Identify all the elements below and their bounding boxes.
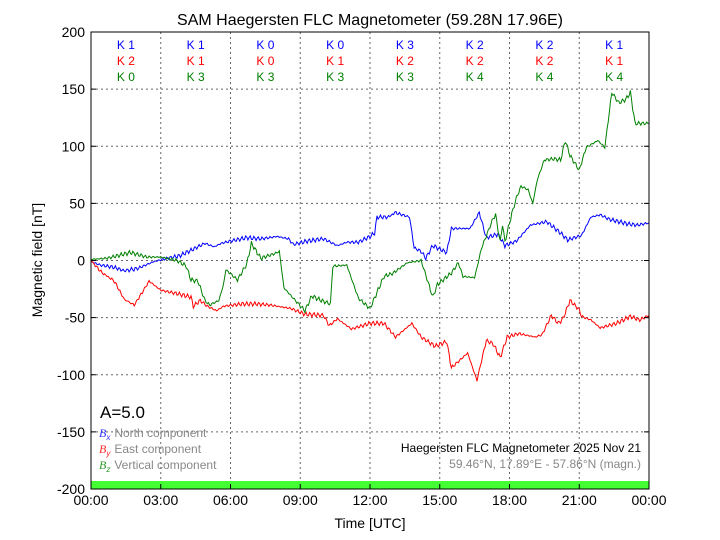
k-index-north: K 1 [605, 38, 623, 52]
y-tick-label: 200 [62, 24, 86, 40]
x-tick-label: 15:00 [422, 492, 457, 508]
y-axis-label: Magnetic field [nT] [29, 203, 45, 317]
legend-label: East component [114, 442, 201, 456]
k-index-north: K 1 [187, 38, 205, 52]
coords-caption: 59.46°N, 17.89°E - 57.86°N (magn.) [449, 457, 641, 471]
y-tick-label: -100 [57, 367, 85, 383]
x-tick-label: 03:00 [143, 492, 178, 508]
y-tick-label: 50 [69, 195, 85, 211]
legend-symbol: B [99, 442, 107, 456]
k-index-north: K 0 [326, 38, 344, 52]
series-line-vertical [90, 90, 650, 314]
k-index-vertical: K 4 [605, 70, 623, 84]
k-index-north: K 1 [117, 38, 135, 52]
station-caption: Haegersten FLC Magnetometer 2025 Nov 21 [401, 441, 641, 455]
activity-index: A=5.0 [100, 403, 145, 422]
legend-label: Vertical component [114, 458, 217, 472]
k-index-vertical: K 4 [466, 70, 484, 84]
x-tick-label: 00:00 [631, 492, 666, 508]
x-tick-label: 09:00 [283, 492, 318, 508]
chart-title: SAM Haegersten FLC Magnetometer (59.28N … [177, 12, 563, 29]
x-tick-label: 12:00 [352, 492, 387, 508]
legend-entry: Bx North component [99, 426, 207, 442]
k-index-north: K 0 [256, 38, 274, 52]
k-index-east: K 2 [466, 54, 484, 68]
k-index-east: K 2 [396, 54, 414, 68]
k-index-vertical: K 4 [535, 70, 553, 84]
series-line-east [90, 260, 650, 382]
k-index-vertical: K 3 [326, 70, 344, 84]
k-index-north: K 2 [535, 38, 553, 52]
k-index-east: K 0 [256, 54, 274, 68]
legend-entry: By East component [99, 442, 202, 458]
y-tick-label: 100 [62, 138, 86, 154]
k-index-east: K 1 [187, 54, 205, 68]
k-index-east: K 1 [605, 54, 623, 68]
k-index-vertical: K 3 [256, 70, 274, 84]
series-line-north [90, 210, 650, 273]
x-tick-label: 21:00 [562, 492, 597, 508]
y-tick-label: -200 [57, 481, 85, 497]
k-index-vertical: K 3 [187, 70, 205, 84]
x-tick-label: 06:00 [213, 492, 248, 508]
y-tick-label: -50 [65, 310, 85, 326]
x-tick-label: 18:00 [492, 492, 527, 508]
series-lines [90, 90, 650, 382]
k-indices: K 1 K 1 K 0 K 0 K 3 K 2 K 2 K 1 K 2 K 1 K 0 K 1 K 2 K… [117, 38, 624, 84]
k-index-vertical: K 3 [396, 70, 414, 84]
x-axis: 00:00 03:00 06:00 09:00 12:00 15:00 18:00 21:00… [73, 484, 667, 508]
y-axis: 200 150 100 50 0 -50 -100 -150 -200 [57, 24, 649, 497]
k-index-east: K 2 [535, 54, 553, 68]
k-index-vertical: K 0 [117, 70, 135, 84]
legend-subscript: y [105, 449, 111, 458]
legend-symbol: B [99, 458, 107, 472]
y-tick-label: -150 [57, 424, 85, 440]
legend-subscript: z [105, 465, 110, 474]
k-index-east: K 1 [326, 54, 344, 68]
legend-entry: Bz Vertical component [99, 458, 217, 474]
y-tick-label: 150 [62, 81, 86, 97]
x-tick-label: 00:00 [73, 492, 108, 508]
k-index-north: K 3 [396, 38, 414, 52]
k-index-east: K 2 [117, 54, 135, 68]
y-tick-label: 0 [77, 253, 85, 269]
k-index-north: K 2 [466, 38, 484, 52]
legend-symbol: B [99, 426, 107, 440]
legend-label: North component [114, 426, 207, 440]
x-axis-label: Time [UTC] [334, 515, 405, 531]
legend-subscript: x [105, 433, 111, 442]
